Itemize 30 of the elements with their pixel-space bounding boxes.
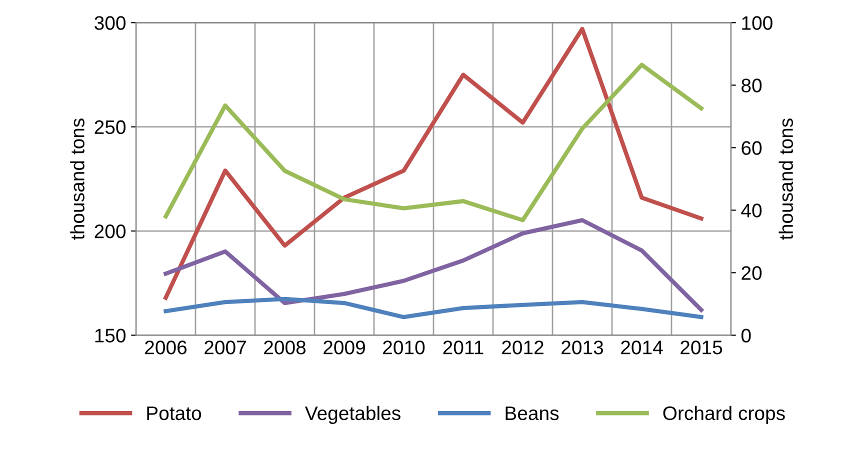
legend-label: Potato: [147, 406, 202, 420]
x-tick-label: 2011: [443, 340, 484, 354]
line-series: [164, 296, 704, 320]
y-tick-label: 250: [94, 120, 126, 134]
y2-tick-label: 60: [742, 141, 762, 155]
x-tick-label: 2010: [383, 340, 425, 354]
legend-label: Vegetables: [304, 406, 400, 424]
x-tick-label: 2008: [264, 340, 306, 354]
y-tick-label: 150: [95, 328, 126, 342]
y-tick-label: 300: [94, 16, 126, 30]
legend-label: Orchard crops: [663, 406, 785, 424]
line-series: [164, 26, 704, 300]
x-tick-label: 2007: [204, 340, 246, 354]
x-tick-label: 2015: [680, 340, 722, 354]
legend-label: Beans: [506, 406, 559, 420]
y2-tick-label: 0: [741, 328, 751, 342]
y2-tick-label: 100: [742, 16, 772, 30]
x-tick-label: 2014: [621, 340, 663, 354]
x-tick-label: 2013: [562, 340, 604, 354]
x-tick-label: 2006: [145, 340, 187, 354]
y2-tick-label: 80: [742, 78, 762, 92]
y2-tick-label: 20: [742, 266, 762, 280]
y-axis-title: thousand tons: [70, 118, 84, 240]
line-series: [164, 218, 704, 312]
x-tick-label: 2012: [502, 340, 544, 354]
y2-axis-title: thousand tons: [778, 118, 793, 240]
line-series: [164, 62, 704, 222]
y-tick-label: 200: [94, 224, 126, 238]
x-tick-label: 2009: [324, 340, 365, 354]
y2-tick-label: 40: [741, 204, 762, 218]
